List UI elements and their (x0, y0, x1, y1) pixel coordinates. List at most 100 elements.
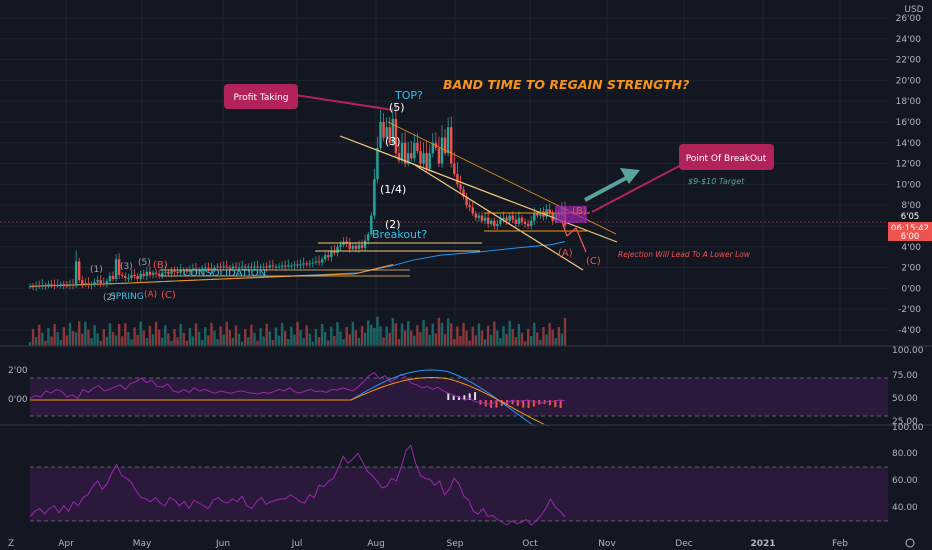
candle-body (410, 153, 413, 159)
settings-gear-icon[interactable] (905, 538, 915, 548)
candle-body (529, 220, 533, 226)
volume-bar (526, 328, 530, 346)
volume-bar (84, 321, 87, 346)
volume-bar (425, 326, 428, 346)
candle-body (219, 266, 222, 268)
volume-bar (373, 327, 376, 346)
volume-bar (296, 321, 299, 346)
candle-body (486, 217, 490, 224)
candle-body (548, 209, 551, 213)
volume-bar (406, 321, 410, 346)
candle-body (262, 266, 265, 268)
volume-bar (173, 329, 176, 346)
volume-bar (225, 321, 228, 346)
price-tick-label: 18'00 (896, 97, 922, 107)
macd-hist-bar (532, 400, 535, 407)
macd-hist-bar (543, 400, 546, 405)
candle-body (511, 215, 514, 220)
candle-body (173, 270, 176, 272)
volume-bar (121, 336, 124, 346)
volume-bar (486, 325, 490, 346)
left-wave2-label: (2) (103, 293, 116, 303)
macd-hist-bar (495, 400, 498, 408)
candle-body (59, 284, 62, 286)
volume-bar (210, 322, 213, 346)
candle-body (287, 265, 290, 267)
breakout-point-box (679, 144, 774, 170)
profit-taking-label: Profit Taking (234, 93, 289, 103)
wave2-label: (2) (385, 218, 401, 231)
candle-body (370, 215, 373, 235)
breakout-callout[interactable]: Point Of BreakOut (679, 144, 774, 170)
candle-body (327, 255, 330, 258)
wave3-label: (3) (385, 135, 401, 148)
volume-bar (247, 337, 250, 346)
volume-bar (114, 335, 118, 346)
candle-body (413, 142, 416, 159)
volume-bar (422, 320, 425, 346)
candle-body (284, 265, 287, 267)
candle-body (38, 285, 41, 287)
volume-bar (259, 328, 262, 346)
price-axis[interactable]: USD -4'00 -2'00 0'00 2'00 4'006'00 8'00 10'00 1… (888, 0, 932, 346)
time-axis[interactable]: Z Apr May Jun Jul Aug Sep Oct Nov Dec 2021 Feb (0, 536, 932, 550)
candle-body (161, 272, 164, 276)
rsi-tick-25: 25.00 (892, 417, 918, 427)
volume-bar (459, 336, 462, 346)
volume-bar (216, 339, 219, 346)
candle-body (403, 142, 407, 164)
stoch-pane[interactable] (0, 426, 888, 536)
candle-body (108, 275, 112, 282)
stoch-line (29, 444, 566, 526)
candle-body (256, 266, 259, 268)
volume-bar (367, 320, 370, 346)
candle-body (394, 118, 398, 154)
candle-body (502, 217, 505, 220)
rsi-tick-50: 50.00 (892, 394, 918, 404)
profit-taking-callout[interactable]: Profit Taking (224, 84, 298, 109)
volume-bar (542, 327, 545, 346)
candle-body (56, 285, 59, 287)
volume-bar (151, 334, 155, 346)
candle-body (127, 278, 130, 279)
volume-bar (127, 332, 130, 346)
time-tick-label: Dec (675, 539, 692, 549)
candle-body (351, 245, 355, 249)
volume-bar (213, 330, 216, 346)
volume-bar (31, 329, 35, 346)
candle-body (47, 284, 50, 286)
target-arrow-head (620, 168, 640, 184)
volume-bar (465, 330, 468, 346)
candle-body (71, 284, 75, 286)
volume-bar (234, 325, 238, 346)
volume-bar (499, 338, 502, 346)
volume-bar (446, 318, 450, 346)
volume-bar (502, 326, 505, 346)
candle-body (348, 243, 351, 249)
signal-line (30, 376, 560, 432)
volume-bar (96, 333, 99, 346)
volume-bar (351, 322, 355, 346)
price-tick-label: 22'00 (896, 56, 922, 66)
price-badge (888, 230, 932, 241)
candle-body (391, 118, 395, 143)
candle-body (536, 213, 539, 216)
volume-bar (250, 324, 253, 346)
macd-pane[interactable]: 2'00 0'00 (0, 347, 888, 442)
candle-body (102, 283, 105, 285)
volume-bar (410, 330, 413, 346)
price-badge-label: 06:15:42 (891, 224, 929, 234)
candle-body (179, 269, 182, 273)
volume-bar (188, 327, 192, 346)
candle-body (416, 142, 419, 152)
volume-bar (71, 331, 75, 346)
candle-body (74, 261, 78, 286)
candle-body (96, 280, 99, 283)
zoom-z-icon[interactable]: Z (8, 539, 14, 549)
volume-bar (262, 336, 265, 346)
volume-bar (93, 325, 96, 346)
volume-bar (164, 325, 167, 346)
candle-body (422, 153, 425, 164)
stoch-band (30, 467, 888, 521)
